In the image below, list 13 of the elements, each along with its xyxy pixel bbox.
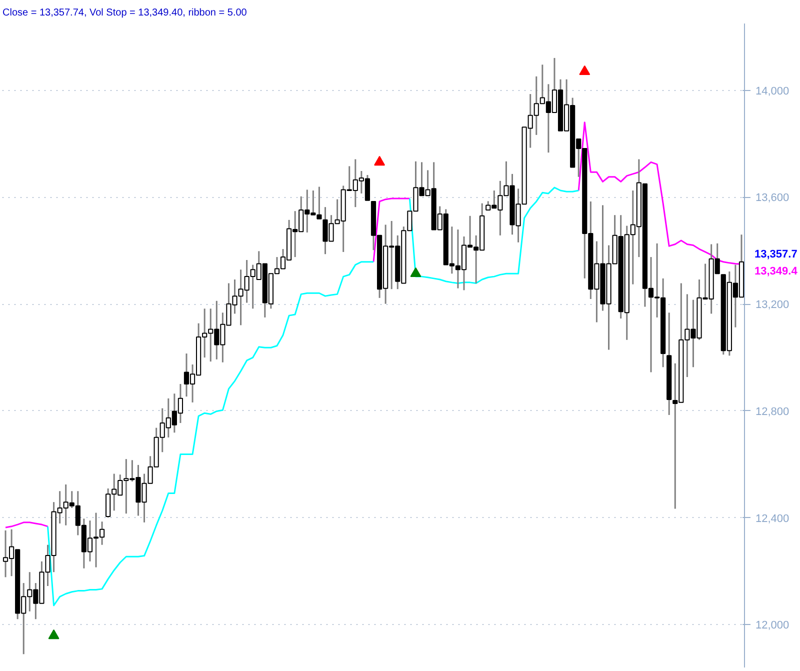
point: [48, 629, 60, 640]
y-tick-label: 14,000: [756, 85, 790, 98]
point: [374, 156, 386, 166]
y-tick-label: 12,400: [756, 512, 790, 525]
text: 13,349.4: [754, 265, 798, 278]
y-tick-label: 12,800: [756, 406, 790, 418]
y-tick-label: 12,000: [756, 620, 790, 632]
point: [579, 65, 590, 75]
y-tick-label: 13,600: [756, 192, 790, 204]
chart-title: Close = 13,357.74, Vol Stop = 13,349.40, ribbon = 5.00: [2, 8, 248, 18]
y-tick-label: 13,200: [756, 299, 790, 312]
text: 13,357.7: [754, 248, 798, 261]
point: [410, 267, 422, 278]
